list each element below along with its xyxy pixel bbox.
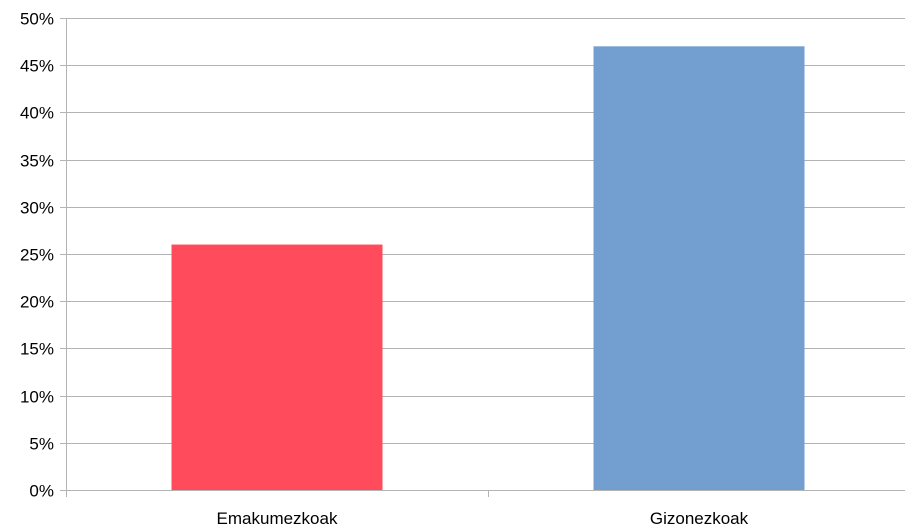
axes xyxy=(60,18,905,497)
x-tick-label: Emakumezkoak xyxy=(217,509,338,528)
y-tick-label: 15% xyxy=(20,340,54,359)
bars xyxy=(171,46,805,490)
x-tick-label: Gizonezkoak xyxy=(650,509,749,528)
y-tick-label: 35% xyxy=(20,152,54,171)
y-tick-label: 40% xyxy=(20,104,54,123)
y-tick-label: 30% xyxy=(20,199,54,218)
x-tick-labels: Emakumezkoak Gizonezkoak xyxy=(217,509,749,528)
y-tick-label: 10% xyxy=(20,388,54,407)
y-tick-label: 0% xyxy=(29,482,54,501)
y-tick-label: 25% xyxy=(20,246,54,265)
y-tick-labels: 0% 5% 10% 15% 20% 25% 30% 35% 40% 45% 50% xyxy=(20,10,54,501)
bar-gizonezkoak xyxy=(593,46,805,490)
y-tick-label: 50% xyxy=(20,10,54,29)
y-tick-label: 45% xyxy=(20,57,54,76)
y-tick-label: 20% xyxy=(20,293,54,312)
bar-emakumezkoak xyxy=(171,244,383,490)
y-tick-label: 5% xyxy=(29,435,54,454)
